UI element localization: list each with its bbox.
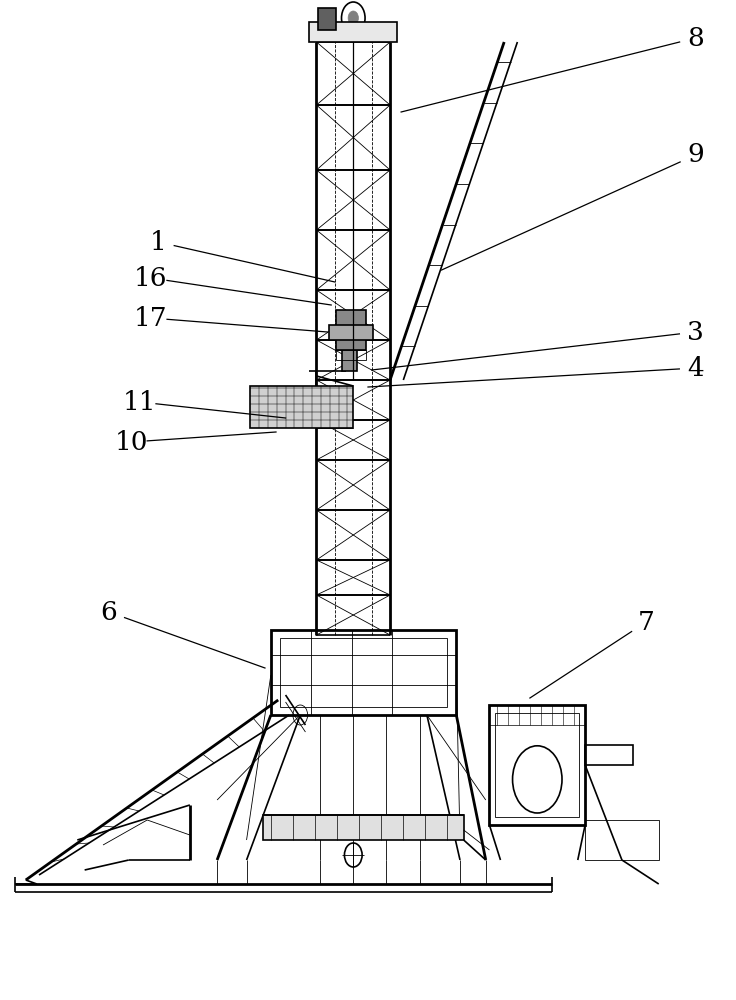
Bar bbox=[309, 22, 397, 42]
Bar bbox=[585, 745, 633, 765]
Bar bbox=[585, 820, 659, 860]
Bar bbox=[489, 705, 585, 825]
Circle shape bbox=[348, 11, 358, 25]
Text: 10: 10 bbox=[114, 430, 148, 454]
Bar bbox=[250, 386, 353, 428]
Bar bbox=[495, 713, 579, 817]
Bar bbox=[329, 325, 373, 340]
Text: 9: 9 bbox=[687, 142, 704, 167]
Bar bbox=[318, 8, 336, 30]
Bar bbox=[336, 310, 366, 350]
Text: 16: 16 bbox=[134, 265, 168, 290]
Bar bbox=[342, 321, 357, 341]
Bar bbox=[280, 638, 447, 707]
Text: 4: 4 bbox=[687, 356, 704, 380]
Bar bbox=[263, 815, 464, 840]
Text: 7: 7 bbox=[638, 609, 654, 635]
Bar bbox=[271, 630, 456, 715]
Text: 3: 3 bbox=[687, 320, 704, 344]
Text: 8: 8 bbox=[687, 25, 704, 50]
Bar bbox=[342, 341, 357, 371]
Text: 1: 1 bbox=[150, 230, 166, 254]
Text: 6: 6 bbox=[101, 599, 117, 624]
Text: 11: 11 bbox=[123, 389, 157, 414]
Bar bbox=[336, 350, 366, 360]
Text: 17: 17 bbox=[134, 306, 168, 330]
